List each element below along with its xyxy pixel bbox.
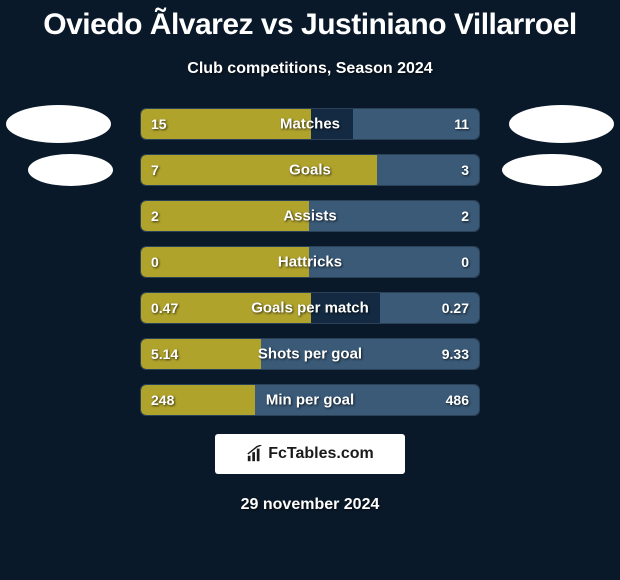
player1-value: 7 xyxy=(151,162,159,178)
stat-row: Assists 2 2 xyxy=(0,200,620,232)
player1-bar xyxy=(141,155,379,185)
player2-value: 9.33 xyxy=(442,346,469,362)
stat-label: Hattricks xyxy=(278,254,342,271)
stat-label: Assists xyxy=(283,208,336,225)
comparison-chart: Matches 15 11 Goals 7 3 Assists 2 2 Hattricks 0 0 Go… xyxy=(0,108,620,416)
stat-label: Goals xyxy=(289,162,331,179)
player1-avatar xyxy=(6,105,111,143)
stat-row: Hattricks 0 0 xyxy=(0,246,620,278)
stat-label: Shots per goal xyxy=(258,346,362,363)
player1-value: 0.47 xyxy=(151,300,178,316)
stat-row: Goals per match 0.47 0.27 xyxy=(0,292,620,324)
stat-bar-track: Shots per goal 5.14 9.33 xyxy=(140,338,480,370)
player1-value: 2 xyxy=(151,208,159,224)
player2-value: 486 xyxy=(446,392,469,408)
date: 29 november 2024 xyxy=(0,496,620,514)
player2-value: 3 xyxy=(461,162,469,178)
stat-bar-track: Matches 15 11 xyxy=(140,108,480,140)
stat-label: Goals per match xyxy=(251,300,369,317)
stat-row: Min per goal 248 486 xyxy=(0,384,620,416)
player2-avatar xyxy=(502,154,602,186)
player2-value: 11 xyxy=(454,116,469,132)
logo: FcTables.com xyxy=(215,434,405,474)
player2-value: 2 xyxy=(461,208,469,224)
player1-avatar xyxy=(28,154,113,186)
stat-bar-track: Goals 7 3 xyxy=(140,154,480,186)
player2-value: 0.27 xyxy=(442,300,469,316)
logo-text: FcTables.com xyxy=(268,445,374,463)
player2-avatar xyxy=(509,105,614,143)
stat-bar-track: Assists 2 2 xyxy=(140,200,480,232)
stat-label: Min per goal xyxy=(266,392,354,409)
subtitle: Club competitions, Season 2024 xyxy=(0,60,620,78)
stat-label: Matches xyxy=(280,116,340,133)
chart-icon xyxy=(246,445,264,463)
stat-row: Matches 15 11 xyxy=(0,108,620,140)
stat-bar-track: Hattricks 0 0 xyxy=(140,246,480,278)
player1-value: 5.14 xyxy=(151,346,178,362)
player1-value: 248 xyxy=(151,392,174,408)
stat-row: Shots per goal 5.14 9.33 xyxy=(0,338,620,370)
stat-row: Goals 7 3 xyxy=(0,154,620,186)
page-title: Oviedo Ãlvarez vs Justiniano Villarroel xyxy=(0,0,620,42)
player2-value: 0 xyxy=(461,254,469,270)
stat-bar-track: Min per goal 248 486 xyxy=(140,384,480,416)
player1-value: 15 xyxy=(151,116,167,132)
player1-value: 0 xyxy=(151,254,159,270)
stat-bar-track: Goals per match 0.47 0.27 xyxy=(140,292,480,324)
